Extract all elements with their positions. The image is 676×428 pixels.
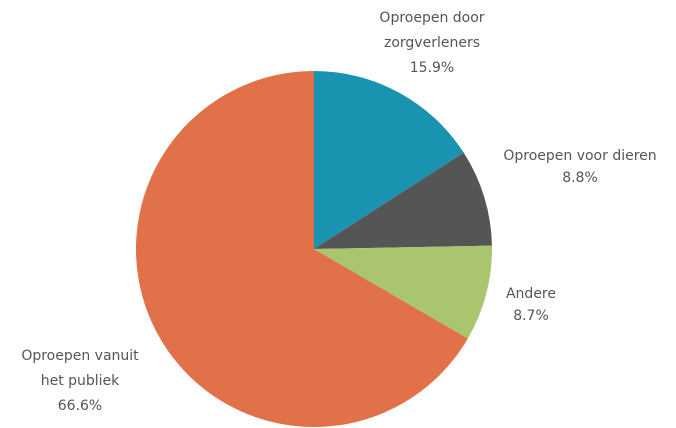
value-label: 66.6% xyxy=(58,398,102,414)
slice-label: Oproepen door zorgverleners xyxy=(379,10,484,51)
pie-slice xyxy=(136,71,468,427)
value-label: 8.7% xyxy=(513,308,549,324)
value-label: 15.9% xyxy=(410,60,454,76)
pie-slice xyxy=(314,152,492,249)
slice-label: Oproepen vanuit het publiek xyxy=(21,348,139,389)
pie-slice xyxy=(314,245,492,339)
value-label: 8.8% xyxy=(562,170,598,186)
slice-label: Andere xyxy=(506,286,556,302)
slice-label: Oproepen voor dieren xyxy=(503,148,656,164)
pie-slice xyxy=(314,71,464,249)
